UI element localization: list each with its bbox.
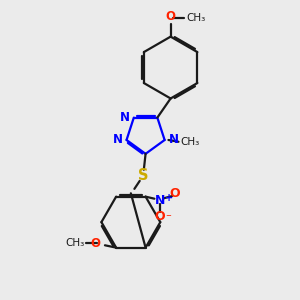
Text: CH₃: CH₃: [187, 13, 206, 23]
Text: N: N: [154, 194, 165, 207]
Text: O: O: [170, 187, 180, 200]
Text: N: N: [113, 134, 123, 146]
Text: ⁻: ⁻: [165, 213, 171, 224]
Text: S: S: [138, 167, 148, 182]
Text: O: O: [166, 10, 176, 22]
Text: CH₃: CH₃: [65, 238, 84, 248]
Text: O: O: [154, 210, 165, 223]
Text: O: O: [91, 237, 101, 250]
Text: N: N: [169, 134, 178, 146]
Text: CH₃: CH₃: [181, 137, 200, 147]
Text: N: N: [120, 111, 130, 124]
Text: +: +: [165, 193, 173, 203]
